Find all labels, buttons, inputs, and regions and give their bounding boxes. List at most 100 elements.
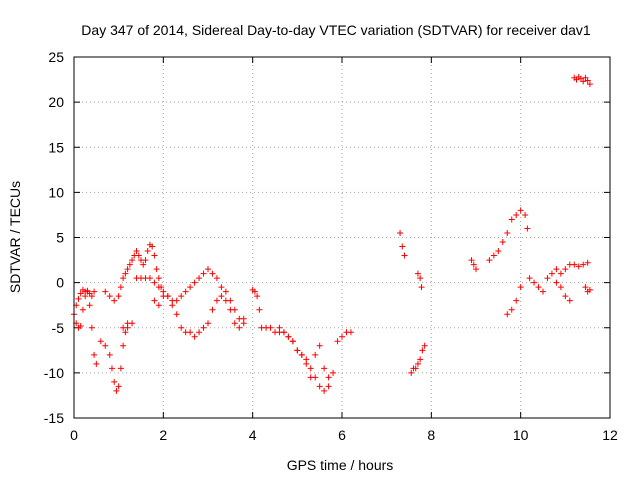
data-point [307,374,314,381]
y-axis-label: SDTVAR / TECUs [7,181,23,293]
data-point [173,311,180,318]
y-tick-label: -5 [52,320,65,336]
data-point [182,288,189,295]
data-point [412,365,419,372]
data-point [129,320,136,327]
data-point [584,259,591,266]
data-point [106,351,113,358]
data-point [280,329,287,336]
data-point [79,306,86,313]
y-tick-label: 5 [56,230,64,246]
data-point [88,324,95,331]
data-point [473,266,479,273]
data-point [209,270,216,277]
x-tick-label: 12 [602,427,618,443]
data-point [135,252,142,259]
data-point [347,329,354,336]
data-point [548,270,555,277]
data-point [178,324,185,331]
data-point [122,270,129,277]
data-point [93,360,100,367]
data-point [88,293,95,300]
data-point [213,297,220,304]
data-point [531,279,538,286]
data-point [490,252,497,259]
data-point [196,329,203,336]
data-point [408,369,415,376]
series-group-c [97,324,131,394]
data-point [399,243,406,250]
data-point [200,324,207,331]
data-point [517,284,524,291]
data-point [586,286,593,293]
y-tick-label: 20 [48,94,64,110]
series-group-o [486,207,531,264]
data-point [115,293,122,300]
grid-lines [74,57,610,418]
data-point [289,338,296,345]
data-point [421,342,428,349]
data-point [173,297,180,304]
data-point [218,293,225,300]
data-point [486,257,493,264]
data-point [129,257,136,264]
data-point [316,383,323,390]
data-point [513,211,520,218]
axis-ticks: 0 2 4 6 8 10 12 -15 -10 -5 0 5 10 15 20 25 [44,49,618,443]
data-point [584,77,591,84]
data-point [522,211,529,218]
data-point [276,324,283,331]
data-point [524,225,531,232]
data-point [213,275,220,282]
data-points [71,73,593,394]
data-point [517,207,524,214]
x-axis-label: GPS time / hours [287,457,394,473]
data-point [191,279,198,286]
series-group-g [249,286,265,331]
data-point [535,284,542,291]
data-point [553,266,560,273]
data-point [209,306,216,313]
data-point [298,351,305,358]
data-point [120,275,127,282]
data-point [236,324,243,331]
data-point [251,288,258,295]
data-point [504,311,511,318]
data-point [187,329,194,336]
data-point [120,324,127,331]
series-group-h [263,324,337,394]
data-point [151,279,158,286]
data-point [122,329,129,336]
data-point [153,266,160,273]
data-point [582,284,589,291]
data-point [106,293,113,300]
series-group-b [73,286,98,309]
data-point [111,297,118,304]
data-point [334,338,341,345]
data-point [339,333,345,340]
data-point [562,293,569,300]
chart-title: Day 347 of 2014, Sidereal Day-to-day VTE… [81,22,591,38]
data-point [77,322,84,329]
data-point [544,275,551,282]
data-point [126,261,133,268]
data-point [124,266,131,273]
data-point [540,288,546,295]
data-point [191,333,198,340]
data-point [414,360,421,367]
data-point [120,342,127,349]
data-point [499,239,506,246]
data-point [526,275,533,282]
data-point [566,297,573,304]
data-point [580,78,587,85]
data-point [562,266,569,273]
x-tick-label: 2 [159,427,167,443]
data-point [117,284,124,291]
data-point [151,252,158,259]
data-point [205,320,211,327]
data-point [508,306,515,313]
series-group-q [526,259,591,295]
data-point [504,229,511,236]
x-tick-label: 10 [513,427,529,443]
